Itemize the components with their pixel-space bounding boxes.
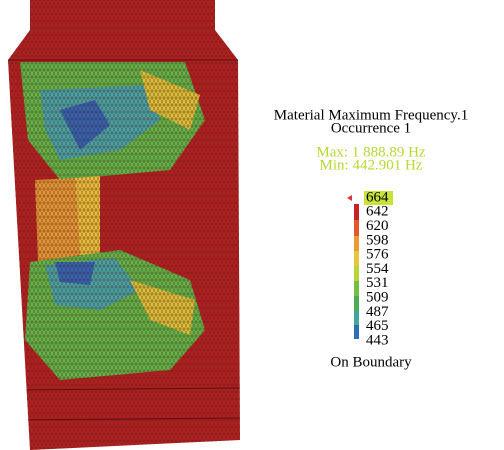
min-value: Min: 442.901 Hz [320,157,423,173]
colorbar-segment [354,311,359,325]
colorbar-label: 443 [366,332,389,348]
colorbar-segment [354,204,359,220]
colorbar-segment [354,281,359,296]
colorbar-segment [354,266,359,281]
colorbar-segment [354,220,359,236]
mesh [0,0,250,450]
viewport: Material Maximum Frequency.1 Occurrence … [0,0,504,450]
footer: On Boundary [330,354,412,370]
legend: Material Maximum Frequency.1 Occurrence … [274,107,468,370]
occurrence: Occurrence 1 [331,120,411,136]
colorbar-segment [354,251,359,266]
colorbar [347,195,359,339]
model [0,0,250,450]
colorbar-segment [354,325,359,339]
pointer [347,195,352,201]
colorbar-segment [354,236,359,251]
colorbar-segment [354,296,359,311]
page: {"legend": {"title": "Material Maximum F… [0,0,504,450]
